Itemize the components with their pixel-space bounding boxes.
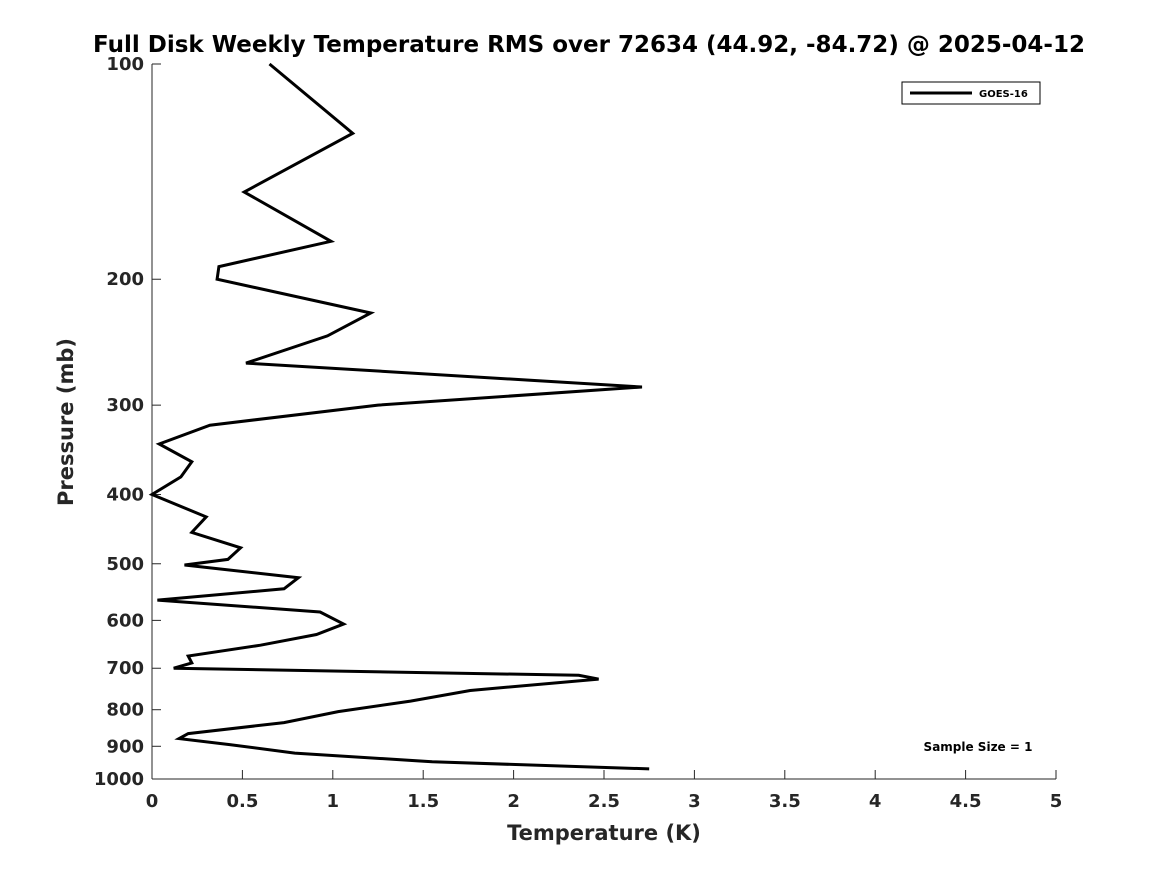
x-tick-label: 3.5 (769, 791, 801, 812)
x-axis-label: Temperature (K) (507, 821, 701, 845)
y-axis-ticks: 100 200 300 400 500 600 700 800 900 1000 (94, 54, 161, 790)
sample-size-annotation: Sample Size = 1 (924, 740, 1033, 754)
x-tick-label: 5 (1050, 791, 1063, 812)
y-tick-label: 700 (106, 658, 144, 679)
y-tick-label: 500 (106, 554, 144, 575)
y-tick-label: 900 (106, 736, 144, 757)
x-tick-label: 2.5 (588, 791, 620, 812)
x-tick-label: 0.5 (226, 791, 258, 812)
y-tick-label: 1000 (94, 769, 144, 790)
x-tick-label: 1.5 (407, 791, 439, 812)
y-tick-label: 100 (106, 54, 144, 75)
x-tick-label: 4 (869, 791, 882, 812)
chart-title: Full Disk Weekly Temperature RMS over 72… (93, 32, 1085, 58)
y-tick-label: 400 (106, 484, 144, 505)
y-tick-label: 600 (106, 610, 144, 631)
series-group (148, 62, 650, 771)
plot-area: 0 0.5 1 1.5 2 2.5 3 3.5 4 4.5 5 100 200 300 400 500 600… (94, 54, 1062, 812)
x-tick-label: 0 (146, 791, 159, 812)
y-tick-label: 300 (106, 395, 144, 416)
series-line-goes-16 (148, 62, 650, 771)
legend: GOES-16 (901, 81, 1041, 105)
x-tick-label: 4.5 (950, 791, 982, 812)
y-axis-label: Pressure (mb) (54, 338, 78, 506)
x-tick-label: 3 (688, 791, 701, 812)
x-tick-label: 1 (327, 791, 340, 812)
legend-entry-goes-16: GOES-16 (979, 89, 1028, 100)
y-tick-label: 200 (106, 269, 144, 290)
x-axis-ticks: 0 0.5 1 1.5 2 2.5 3 3.5 4 4.5 5 (146, 770, 1063, 812)
y-tick-label: 800 (106, 700, 144, 721)
x-tick-label: 2 (507, 791, 520, 812)
